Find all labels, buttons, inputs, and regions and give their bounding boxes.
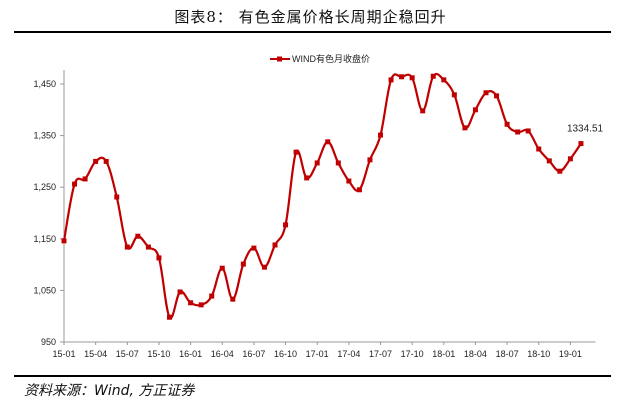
data-point <box>567 156 573 162</box>
data-markers <box>61 73 584 320</box>
axes: 950 1,050 1,150 1,250 1,350 1,450 15-01 15-04 15… <box>33 70 596 359</box>
y-tick-label: 1,050 <box>33 285 56 295</box>
data-point <box>103 158 109 164</box>
data-point <box>325 139 331 145</box>
x-tick-label: 17-01 <box>306 349 329 359</box>
data-point <box>261 264 267 270</box>
y-tick-label: 1,450 <box>33 79 56 89</box>
x-tick-label: 15-01 <box>52 349 75 359</box>
data-point <box>177 289 183 295</box>
data-point <box>494 93 500 99</box>
data-point <box>272 242 278 248</box>
x-tick-label: 16-10 <box>274 349 297 359</box>
y-tick-label: 1,150 <box>33 234 56 244</box>
data-point <box>335 160 341 166</box>
data-point <box>293 149 299 155</box>
data-point <box>409 75 415 81</box>
data-point <box>504 121 510 127</box>
data-point <box>219 265 225 271</box>
data-point <box>82 176 88 182</box>
data-point <box>557 168 563 174</box>
data-point <box>399 74 405 80</box>
data-point <box>124 244 130 250</box>
last-value-label: 1334.51 <box>567 124 604 135</box>
data-point <box>356 187 362 193</box>
data-point <box>451 92 457 98</box>
x-tick-label: 17-10 <box>401 349 424 359</box>
legend: WIND有色月收盘价 <box>270 53 370 64</box>
data-point <box>314 160 320 166</box>
data-point <box>525 128 531 134</box>
data-point <box>135 233 141 239</box>
data-point <box>578 141 584 147</box>
y-tick-label: 1,250 <box>33 182 56 192</box>
source-note: 资料来源：Wind, 方正证券 <box>24 383 195 399</box>
x-tick-label: 18-07 <box>496 349 519 359</box>
data-point <box>251 245 257 251</box>
data-point <box>156 255 162 261</box>
data-point <box>72 181 78 187</box>
x-tick-label: 18-01 <box>432 349 455 359</box>
data-point <box>515 129 521 135</box>
data-point <box>198 302 204 308</box>
data-point <box>188 300 194 306</box>
title-rule <box>14 31 611 33</box>
legend-label: WIND有色月收盘价 <box>292 53 370 64</box>
data-point <box>93 158 99 164</box>
x-tick-label: 19-01 <box>559 349 582 359</box>
data-point <box>378 132 383 138</box>
figure-title: 图表8： 有色金属价格长周期企稳回升 <box>174 8 447 26</box>
x-tick-label: 15-10 <box>147 349 170 359</box>
y-tick-label: 950 <box>41 337 56 347</box>
data-point <box>61 238 67 244</box>
x-tick-label: 17-07 <box>369 349 392 359</box>
x-tick-label: 18-10 <box>527 349 550 359</box>
y-tick-label: 1,350 <box>33 131 56 141</box>
data-point <box>145 244 151 250</box>
data-point <box>367 157 373 163</box>
data-point <box>441 77 447 83</box>
line-chart: 950 1,050 1,150 1,250 1,350 1,450 15-01 15-04 15… <box>33 53 604 359</box>
data-point <box>209 293 215 299</box>
data-point <box>430 73 436 79</box>
x-tick-label: 15-04 <box>84 349 107 359</box>
data-point <box>283 222 289 228</box>
data-point <box>230 296 236 302</box>
data-point <box>114 194 120 200</box>
data-line <box>62 72 582 320</box>
data-point <box>536 146 542 152</box>
x-tick-label: 18-04 <box>464 349 487 359</box>
x-tick-label: 15-07 <box>116 349 139 359</box>
x-tick-label: 16-01 <box>179 349 202 359</box>
data-point <box>462 125 468 131</box>
data-point <box>240 261 246 267</box>
data-point <box>346 178 352 184</box>
data-point <box>388 77 394 83</box>
x-tick-label: 16-07 <box>242 349 265 359</box>
data-point <box>304 175 310 181</box>
x-tick-label: 17-04 <box>337 349 360 359</box>
data-point <box>483 90 489 96</box>
data-point <box>472 107 478 113</box>
data-point <box>420 108 426 114</box>
data-point <box>546 158 552 164</box>
source-rule <box>14 375 611 377</box>
data-point <box>167 314 172 320</box>
x-tick-label: 16-04 <box>211 349 234 359</box>
